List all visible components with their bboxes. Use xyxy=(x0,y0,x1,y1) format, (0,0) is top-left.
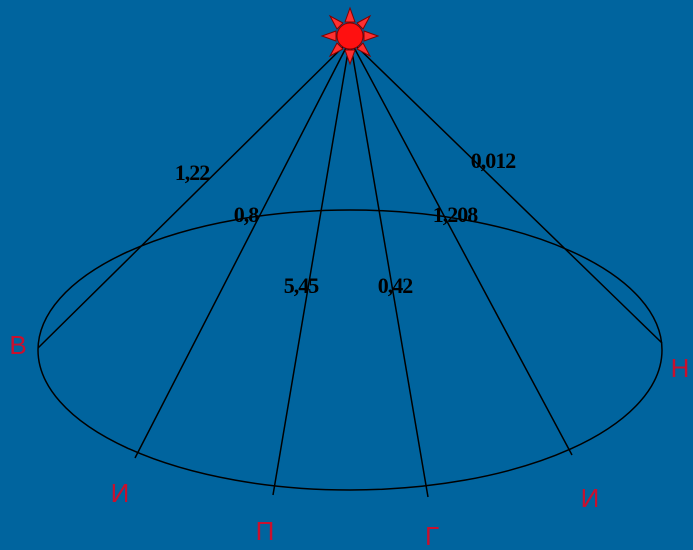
node-label: П xyxy=(256,516,275,546)
edge-label: 0,42 xyxy=(378,273,414,298)
ray xyxy=(349,39,663,344)
ray xyxy=(349,39,573,456)
edge-label: 0,8 xyxy=(234,202,260,227)
edge-label: 1,208 xyxy=(433,202,479,227)
edge-label: 0,012 xyxy=(471,148,517,173)
rays xyxy=(37,39,663,498)
node-label: В xyxy=(9,330,26,360)
edge-label: 5,45 xyxy=(284,273,320,298)
ray xyxy=(272,39,351,496)
node-label: И xyxy=(111,478,130,508)
sun xyxy=(320,6,380,66)
node-label: Н xyxy=(671,353,690,383)
horizon-ellipse xyxy=(37,209,663,491)
ray xyxy=(349,39,429,498)
node-label: И xyxy=(581,483,600,513)
node-label: Г xyxy=(425,521,439,550)
ray xyxy=(134,39,351,459)
edge-label: 1,22 xyxy=(175,160,211,185)
ray xyxy=(37,39,351,349)
